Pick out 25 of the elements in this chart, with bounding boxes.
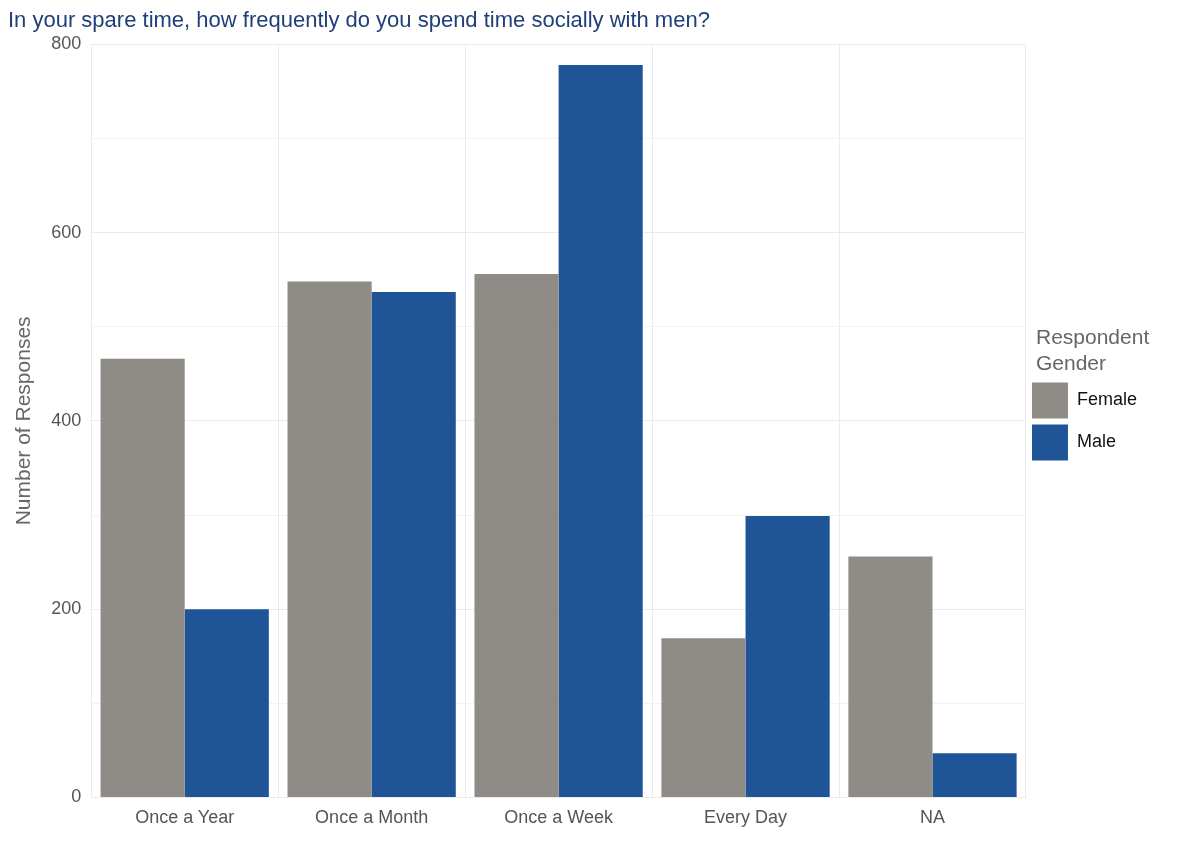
bar — [287, 281, 372, 797]
bar — [371, 291, 456, 797]
x-tick-label: Once a Week — [504, 807, 614, 828]
y-axis-title: Number of Responses — [11, 316, 35, 526]
x-tick-label: NA — [919, 807, 946, 828]
x-tick-label: Every Day — [704, 807, 788, 828]
x-tick-label: Once a Year — [135, 807, 235, 828]
y-tick-label: 400 — [51, 409, 82, 430]
bar — [932, 753, 1017, 797]
bar — [558, 65, 643, 797]
bar — [100, 358, 185, 797]
bar — [661, 638, 746, 797]
y-tick-label: 200 — [51, 598, 82, 619]
legend-label: Female — [1076, 389, 1167, 410]
bar — [848, 556, 933, 797]
bar — [474, 274, 559, 797]
y-tick-label: 0 — [71, 786, 82, 807]
bar — [745, 515, 830, 797]
legend-title: Respondent Gender — [1035, 324, 1150, 374]
chart-title: In your spare time, how frequently do you spend time socially with men? — [8, 7, 710, 33]
legend-label: Male — [1076, 431, 1146, 452]
bar — [184, 609, 269, 797]
y-tick-label: 600 — [51, 221, 82, 242]
y-tick-label: 800 — [51, 33, 82, 54]
x-tick-label: Once a Month — [315, 807, 429, 828]
